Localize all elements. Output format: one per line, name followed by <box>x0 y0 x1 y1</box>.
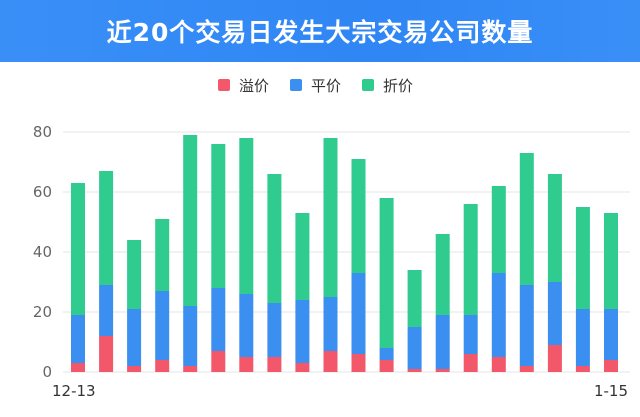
bar-14-series-3 <box>435 234 450 315</box>
bar-7-series-1 <box>239 357 254 372</box>
bar-7-series-3 <box>239 138 254 294</box>
bar-7-series-2 <box>239 294 254 357</box>
y-tick-label-0: 0 <box>42 363 52 381</box>
bar-14-series-2 <box>435 315 450 369</box>
bar-8-series-3 <box>267 174 282 303</box>
bar-19-series-1 <box>575 366 590 372</box>
bar-3-series-2 <box>127 309 142 366</box>
bar-5-series-3 <box>183 135 198 306</box>
legend-label-1: 溢价 <box>239 77 269 95</box>
bar-17-series-3 <box>519 153 534 285</box>
chart-header: 近20个交易日发生大宗交易公司数量 <box>0 0 640 62</box>
bar-4-series-1 <box>155 360 170 372</box>
bar-10-series-1 <box>323 351 338 372</box>
bar-18-series-3 <box>547 174 562 282</box>
bar-5-series-2 <box>183 306 198 366</box>
bar-11-series-1 <box>351 354 366 372</box>
bar-11-series-3 <box>351 159 366 273</box>
y-tick-label-60: 60 <box>33 183 52 201</box>
bar-17-series-2 <box>519 285 534 366</box>
x-tick-label-first: 12-13 <box>52 382 96 400</box>
legend-swatch-2 <box>290 79 302 91</box>
bar-5-series-1 <box>183 366 198 372</box>
bar-3-series-1 <box>127 366 142 372</box>
bar-1-series-3 <box>71 183 85 315</box>
legend-swatch-3 <box>362 79 374 91</box>
bar-19-series-3 <box>575 207 590 309</box>
bar-20-series-3 <box>604 213 618 309</box>
legend-label-3: 折价 <box>383 77 413 95</box>
chart-area: 溢价 平价 折价 0 20 40 60 80 12-13 1-15 <box>0 62 640 417</box>
bar-9-series-3 <box>295 213 310 300</box>
bar-6-series-3 <box>211 144 226 288</box>
bar-8-series-1 <box>267 357 282 372</box>
bar-17-series-1 <box>519 366 534 372</box>
x-tick-label-last: 1-15 <box>594 382 628 400</box>
bar-16-series-3 <box>491 186 506 273</box>
bar-3-series-3 <box>127 240 142 309</box>
bar-8-series-2 <box>267 303 282 357</box>
bar-14-series-1 <box>435 369 450 372</box>
stacked-bar-chart: 溢价 平价 折价 0 20 40 60 80 12-13 1-15 <box>33 77 630 400</box>
legend-swatch-1 <box>218 79 230 91</box>
bar-16-series-2 <box>491 273 506 357</box>
bar-6-series-1 <box>211 351 226 372</box>
bar-16-series-1 <box>491 357 506 372</box>
bar-10-series-2 <box>323 297 338 351</box>
bar-13-series-3 <box>407 270 422 327</box>
bar-12-series-1 <box>379 360 394 372</box>
bar-9-series-1 <box>295 363 310 372</box>
bar-9-series-2 <box>295 300 310 363</box>
bar-13-series-1 <box>407 369 422 372</box>
bar-1-series-2 <box>71 315 85 363</box>
bar-6-series-2 <box>211 288 226 351</box>
bar-15-series-1 <box>463 354 478 372</box>
bar-15-series-2 <box>463 315 478 354</box>
bar-11-series-2 <box>351 273 366 354</box>
chart-title: 近20个交易日发生大宗交易公司数量 <box>106 18 534 47</box>
bar-2-series-2 <box>99 285 114 336</box>
bar-4-series-2 <box>155 291 170 360</box>
bar-15-series-3 <box>463 204 478 315</box>
bar-10-series-3 <box>323 138 338 297</box>
legend-label-2: 平价 <box>311 77 341 95</box>
bar-18-series-1 <box>547 345 562 372</box>
bar-12-series-2 <box>379 348 394 360</box>
bar-20-series-2 <box>604 309 618 360</box>
y-tick-label-20: 20 <box>33 303 52 321</box>
bar-18-series-2 <box>547 282 562 345</box>
bar-12-series-3 <box>379 198 394 348</box>
bar-4-series-3 <box>155 219 170 291</box>
y-tick-label-40: 40 <box>33 243 52 261</box>
bar-2-series-3 <box>99 171 114 285</box>
bar-13-series-2 <box>407 327 422 369</box>
bar-19-series-2 <box>575 309 590 366</box>
bar-20-series-1 <box>604 360 618 372</box>
bar-1-series-1 <box>71 363 85 372</box>
y-tick-label-80: 80 <box>33 123 52 141</box>
bar-2-series-1 <box>99 336 114 372</box>
